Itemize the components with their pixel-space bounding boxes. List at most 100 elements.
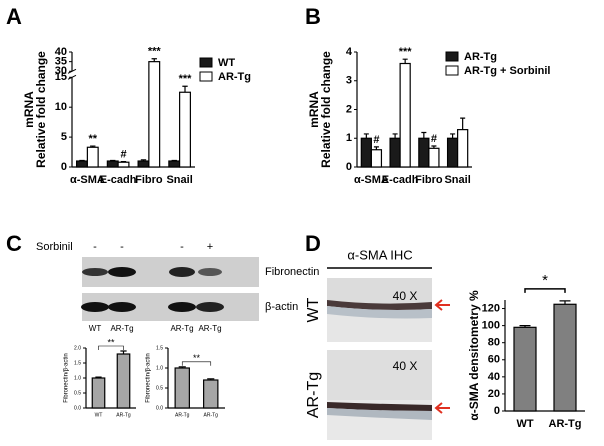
y-axis-label: Relative fold change — [319, 51, 333, 168]
x-tick-label: AR-Tg — [204, 412, 219, 418]
magnification: 40 X — [393, 289, 418, 303]
sign: + — [207, 241, 213, 253]
y-tick-label: 3 — [346, 75, 352, 87]
y-tick-label: 1.0 — [156, 365, 163, 371]
error-bar — [110, 159, 116, 162]
bar — [446, 137, 459, 168]
bar — [179, 91, 191, 168]
error-bar — [90, 145, 96, 148]
y-tick-label: 100 — [482, 320, 500, 332]
error-bar — [421, 131, 427, 139]
y-tick-label: 0 — [494, 405, 500, 417]
y-tick-label: 10 — [55, 101, 67, 113]
y-tick-label: 2 — [346, 103, 352, 115]
bar — [148, 61, 161, 168]
legend-swatch — [445, 51, 459, 62]
y-tick-label: 0 — [61, 161, 67, 173]
y-axis-label: mRNA — [22, 91, 36, 128]
y-tick-label: 1.5 — [156, 345, 163, 351]
band-label: β-actin — [265, 301, 298, 313]
error-bar — [120, 161, 127, 163]
error-bar — [95, 376, 102, 378]
bar — [174, 367, 190, 409]
bar — [116, 353, 131, 409]
legend-swatch — [199, 71, 213, 82]
y-axis-label: Relative fold change — [34, 51, 48, 168]
error-bar — [79, 159, 85, 162]
y-tick-label: 40 — [488, 371, 500, 383]
x-tick-label: AR-Tg — [175, 412, 190, 418]
y-tick-label: 0.0 — [74, 405, 81, 411]
y-tick-label: 0.5 — [156, 385, 163, 391]
x-tick-label: Snail — [166, 174, 192, 186]
row-label: WT — [305, 297, 322, 322]
significance: * — [542, 272, 548, 289]
x-tick-label: WT — [95, 412, 103, 418]
error-bar — [178, 366, 186, 368]
annotation: ** — [88, 133, 97, 145]
error-bar — [363, 133, 369, 139]
panel-label: C — [6, 231, 22, 256]
x-tick-label: Fibro — [415, 174, 443, 186]
y-axis-label: α-SMA densitometry % — [467, 290, 481, 421]
y-axis-label: mRNA — [307, 91, 321, 128]
x-tick-label: Snail — [444, 174, 470, 186]
row-label: AR-Tg — [305, 372, 322, 418]
bar — [86, 146, 99, 168]
lane-label: AR-Tg — [110, 324, 133, 333]
significance-bracket — [181, 361, 212, 366]
annotation: # — [373, 134, 379, 146]
error-bar — [182, 85, 188, 93]
bar — [457, 129, 469, 168]
y-axis-label: Fibronectin/β-actin — [64, 353, 70, 402]
error-bar — [151, 58, 157, 62]
bar — [399, 62, 411, 168]
bar — [117, 161, 130, 168]
legend-label: AR-Tg — [464, 51, 497, 63]
y-tick-label: 0 — [346, 161, 352, 173]
y-tick-label: 35 — [55, 56, 67, 68]
x-tick-label: WT — [516, 418, 533, 430]
y-tick-label: 120 — [482, 302, 500, 314]
legend-label: AR-Tg — [218, 71, 251, 83]
x-tick-label: E-cadh — [100, 174, 137, 186]
annotation: *** — [399, 46, 413, 58]
x-tick-label: α-SMA — [70, 174, 105, 186]
error-bar — [431, 145, 437, 149]
y-tick-label: 4 — [346, 46, 353, 58]
magnification: 40 X — [393, 359, 418, 373]
y-tick-label: 2.0 — [74, 345, 81, 351]
bar — [370, 149, 383, 168]
y-tick-label: 0.5 — [74, 390, 81, 396]
error-bar — [460, 117, 466, 130]
error-bar — [373, 146, 379, 150]
x-tick-label: α-SMA — [354, 174, 389, 186]
bar — [203, 379, 219, 409]
x-tick-label: AR-Tg — [549, 418, 582, 430]
x-tick-label: Fibro — [135, 174, 163, 186]
panel-label: D — [305, 231, 321, 256]
bar — [418, 137, 430, 168]
annotation: # — [431, 133, 437, 145]
bar — [106, 160, 119, 168]
significance-bracket — [524, 288, 566, 293]
legend-swatch — [445, 65, 459, 76]
significance: ** — [193, 353, 201, 363]
bar — [91, 377, 106, 409]
bar — [513, 326, 537, 412]
bar — [389, 137, 401, 168]
ihc-title: α-SMA IHC — [347, 247, 412, 262]
error-bar — [207, 378, 215, 380]
y-tick-label: 20 — [488, 388, 500, 400]
error-bar — [120, 350, 127, 354]
treatment-label: Sorbinil — [36, 241, 73, 253]
bar — [137, 160, 150, 168]
y-tick-label: 1.5 — [74, 360, 81, 366]
sign: - — [120, 241, 124, 253]
y-tick-label: 5 — [61, 131, 67, 143]
annotation: *** — [148, 46, 162, 58]
x-tick-label: E-cadh — [382, 174, 419, 186]
significance: ** — [107, 337, 115, 347]
y-tick-label: 0.0 — [156, 405, 163, 411]
